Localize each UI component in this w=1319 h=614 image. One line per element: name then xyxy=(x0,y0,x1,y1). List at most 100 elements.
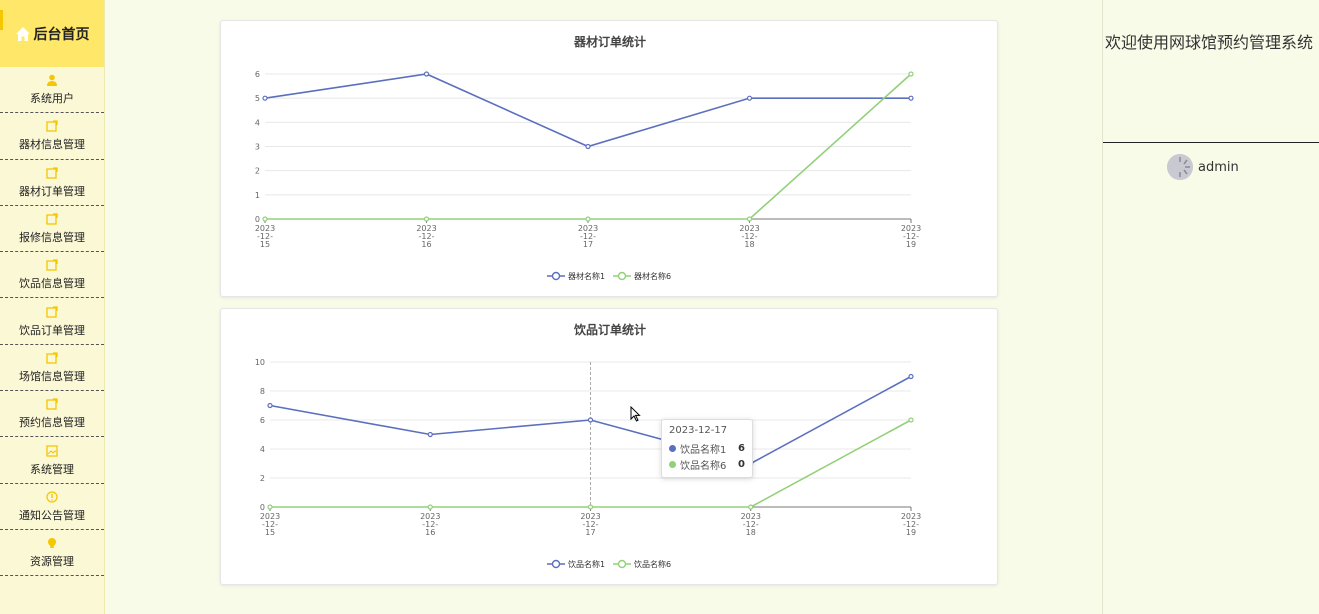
legend-marker-icon xyxy=(551,559,561,569)
tooltip-row: 饮品名称6 0 xyxy=(669,456,745,472)
x-tick-label: 18 xyxy=(746,528,756,537)
sidebar-item[interactable]: 饮品订单管理 xyxy=(0,298,104,345)
equipment-order-chart[interactable]: 器材订单统计01234562023-12-152023-12-162023-12… xyxy=(221,21,999,298)
x-tick-label: 2023 xyxy=(901,224,921,233)
sidebar-item[interactable]: 通知公告管理 xyxy=(0,484,104,530)
x-tick-label: -12- xyxy=(580,232,596,241)
y-tick-label: 4 xyxy=(260,445,265,454)
data-point xyxy=(587,504,594,510)
sidebar-item-label: 资源管理 xyxy=(30,555,74,569)
data-point xyxy=(908,95,914,101)
data-point xyxy=(427,504,433,510)
y-tick-label: 4 xyxy=(255,118,260,127)
legend-label: 饮品名称6 xyxy=(634,559,671,569)
username: admin xyxy=(1198,159,1239,175)
sidebar-item-label: 通知公告管理 xyxy=(19,508,85,522)
x-tick-label: -12- xyxy=(743,520,759,529)
data-point xyxy=(262,95,268,101)
user-icon xyxy=(46,73,58,87)
data-point xyxy=(267,504,273,510)
y-tick-label: 6 xyxy=(260,416,265,425)
avatar[interactable] xyxy=(1167,154,1193,180)
data-point xyxy=(423,216,430,222)
x-tick-label: 15 xyxy=(260,240,270,249)
x-tick-label: -12- xyxy=(903,232,919,241)
right-panel: 欢迎使用网球馆预约管理系统 admin xyxy=(1102,0,1319,614)
x-tick-label: -12- xyxy=(422,520,438,529)
x-tick-label: 2023 xyxy=(580,512,600,521)
y-tick-label: 6 xyxy=(255,70,260,79)
sidebar-item-label: 器材订单管理 xyxy=(19,184,85,198)
x-tick-label: -12- xyxy=(262,520,278,529)
tooltip-series-name: 饮品名称6 xyxy=(680,460,727,472)
sidebar-item[interactable]: 场馆信息管理 xyxy=(0,345,104,392)
sidebar-item[interactable]: 系统用户 xyxy=(0,67,104,114)
x-tick-label: 2023 xyxy=(416,224,436,233)
x-tick-label: 16 xyxy=(421,240,431,249)
user-info[interactable]: admin xyxy=(1167,154,1239,180)
equipment-order-chart-card: 器材订单统计 0 1 2 3 4 5 6 2023 -12- 15 2023 -12- 16 2023 -12… xyxy=(220,20,998,297)
series-dot-icon xyxy=(669,444,676,452)
sidebar-item[interactable]: 资源管理 xyxy=(0,530,104,577)
data-point xyxy=(587,417,594,423)
tooltip-series-value: 0 xyxy=(738,458,745,470)
sidebar-item[interactable]: 系统管理 xyxy=(0,437,104,484)
chart-tooltip: 2023-12-17 饮品名称1 6 饮品名称6 0 xyxy=(661,419,753,478)
x-tick-label: 17 xyxy=(585,528,595,537)
sidebar-home[interactable]: 后台首页 xyxy=(0,0,104,67)
legend-marker-icon xyxy=(551,271,561,281)
data-point xyxy=(908,417,914,423)
edit-icon xyxy=(46,258,58,272)
sidebar-item[interactable]: 预约信息管理 xyxy=(0,391,104,438)
sidebar-item[interactable]: 器材信息管理 xyxy=(0,113,104,160)
data-point xyxy=(908,373,914,380)
x-tick-label: 18 xyxy=(744,240,754,249)
edit-icon xyxy=(46,305,58,319)
data-point xyxy=(748,504,754,510)
x-tick-label: 19 xyxy=(906,528,916,537)
data-point xyxy=(746,95,753,101)
mouse-cursor-icon xyxy=(630,405,641,426)
sidebar-item[interactable]: 器材订单管理 xyxy=(0,160,104,206)
edit-icon xyxy=(46,212,58,226)
sidebar-item-label: 场馆信息管理 xyxy=(19,369,85,383)
y-tick-label: 2 xyxy=(260,474,265,483)
x-tick-label: 2023 xyxy=(260,512,280,521)
sidebar-item[interactable]: 报修信息管理 xyxy=(0,206,104,253)
data-point xyxy=(585,143,591,150)
x-tick-label: -12- xyxy=(742,232,758,241)
edit-icon xyxy=(46,166,58,180)
chart-title: 器材订单统计 xyxy=(573,34,646,49)
edit-icon xyxy=(46,397,58,411)
y-tick-label: 8 xyxy=(260,387,265,396)
sidebar-home-label: 后台首页 xyxy=(33,26,90,43)
x-tick-label: 2023 xyxy=(741,512,761,521)
x-tick-label: -12- xyxy=(419,232,435,241)
sidebar-item-label: 饮品信息管理 xyxy=(19,277,85,291)
legend-marker-icon xyxy=(617,559,627,569)
legend-label: 饮品名称1 xyxy=(568,559,605,569)
sidebar-item-label: 报修信息管理 xyxy=(19,231,85,245)
data-point xyxy=(908,71,914,77)
drink-order-chart[interactable]: 饮品订单统计02468102023-12-152023-12-162023-12… xyxy=(221,309,999,586)
sidebar-item[interactable]: 饮品信息管理 xyxy=(0,252,104,299)
data-point xyxy=(267,402,273,409)
divider xyxy=(1103,142,1319,143)
image-icon xyxy=(46,444,58,458)
x-tick-label: 19 xyxy=(906,240,916,249)
tooltip-series-value: 6 xyxy=(738,442,745,454)
y-tick-label: 3 xyxy=(255,143,260,152)
welcome-text: 欢迎使用网球馆预约管理系统 xyxy=(1105,33,1314,52)
y-tick-label: 1 xyxy=(255,191,260,200)
x-tick-label: 2023 xyxy=(901,512,921,521)
legend-label: 器材名称1 xyxy=(568,271,605,281)
data-point xyxy=(423,71,430,77)
x-tick-label: 2023 xyxy=(739,224,759,233)
sidebar-item-label: 预约信息管理 xyxy=(19,416,85,430)
y-tick-label: 0 xyxy=(255,215,260,224)
x-tick-label: -12- xyxy=(257,232,273,241)
x-tick-label: 2023 xyxy=(255,224,275,233)
x-tick-label: 16 xyxy=(425,528,435,537)
drink-order-chart-card: 饮品订单统计 0 2 4 6 8 10 2023 -12- 15 2023 -12- 16 2023 -12… xyxy=(220,308,998,585)
y-tick-label: 0 xyxy=(260,503,265,512)
